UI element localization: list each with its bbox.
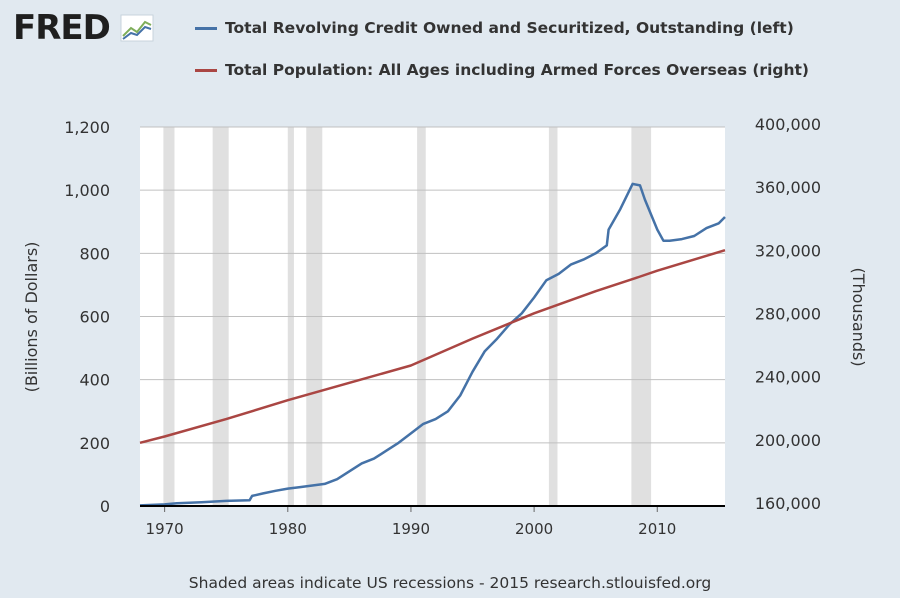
right-tick-label-0: 160,000	[755, 494, 821, 513]
footer-note: Shaded areas indicate US recessions - 20…	[188, 574, 712, 592]
left-tick-label-0: 0	[100, 497, 110, 516]
right-tick-label-1: 200,000	[755, 431, 821, 450]
left-axis-ticks: 0 200 400 600 800 1,000 1,200	[64, 118, 110, 516]
fred-chart-icon	[120, 14, 154, 42]
grid-lines	[140, 126, 725, 444]
right-tick-label-6: 400,000	[755, 115, 821, 134]
right-axis-title: (Thousands)	[849, 267, 868, 366]
left-axis-title: (Billions of Dollars)	[22, 242, 41, 393]
legend-item-revolving-credit: Total Revolving Credit Owned and Securit…	[195, 18, 794, 38]
series-line-0	[139, 182, 726, 507]
legend-swatch-red	[195, 68, 217, 72]
left-tick-label-4: 800	[79, 244, 110, 263]
legend-item-population: Total Population: All Ages including Arm…	[195, 60, 809, 80]
right-tick-label-4: 320,000	[755, 241, 821, 260]
legend-label-revolving-credit: Total Revolving Credit Owned and Securit…	[225, 19, 794, 37]
left-tick-label-5: 1,000	[64, 181, 110, 200]
right-axis-ticks: 160,000 200,000 240,000 280,000 320,000 360,0…	[755, 115, 821, 513]
series-lines	[139, 182, 726, 507]
x-axis-ticks: 1970 1980 1990 2000 2010	[146, 507, 676, 538]
right-tick-label-5: 360,000	[755, 178, 821, 197]
x-tick-label-3: 2000	[515, 520, 553, 538]
series-line-1	[139, 249, 726, 445]
x-tick-label-4: 2010	[638, 520, 676, 538]
left-tick-label-2: 400	[79, 371, 110, 390]
legend-label-population: Total Population: All Ages including Arm…	[225, 61, 810, 79]
left-tick-label-3: 600	[79, 308, 110, 327]
right-tick-label-2: 240,000	[755, 368, 821, 387]
right-tick-label-3: 280,000	[755, 305, 821, 324]
x-tick-label-2: 1990	[392, 520, 430, 538]
legend-swatch-blue	[195, 26, 217, 30]
x-tick-label-0: 1970	[146, 520, 184, 538]
x-tick-label-1: 1980	[269, 520, 307, 538]
fred-logo: FRED	[13, 8, 111, 48]
left-tick-label-1: 200	[79, 434, 110, 453]
left-tick-label-6: 1,200	[64, 118, 110, 137]
